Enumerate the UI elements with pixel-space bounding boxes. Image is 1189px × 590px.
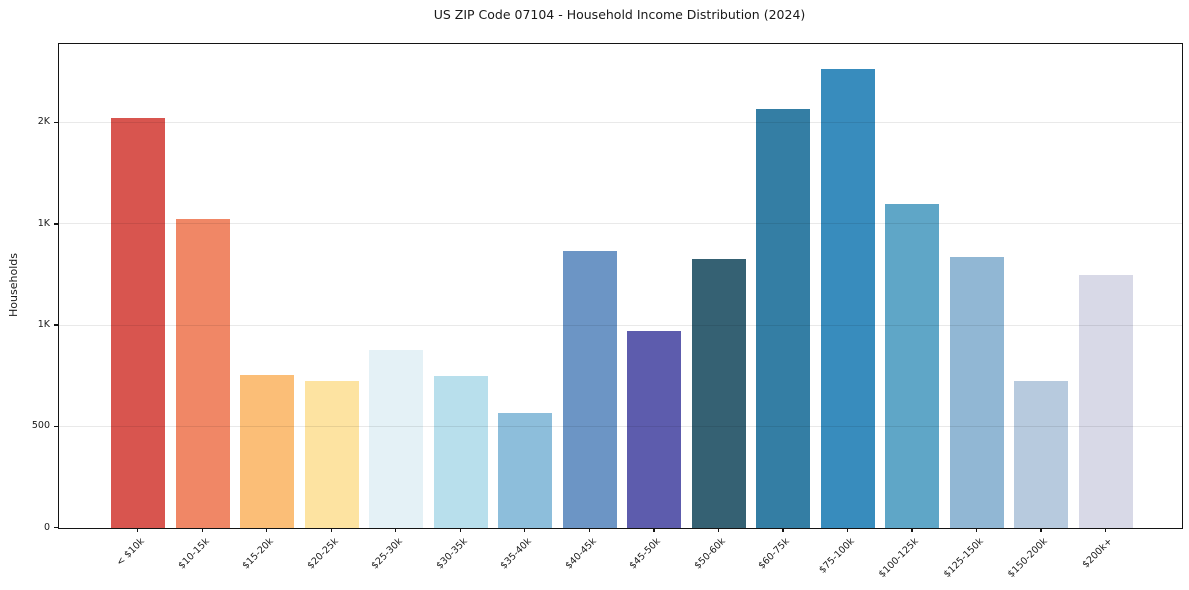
x-tick-mark xyxy=(653,528,655,532)
bar-125-150k xyxy=(949,256,1004,528)
bar-10-15k xyxy=(175,219,230,528)
bar-45-50k xyxy=(627,330,682,528)
x-tick-mark xyxy=(1040,528,1042,532)
gridline-500 xyxy=(59,425,1182,427)
x-tick-mark xyxy=(588,528,591,532)
bar-150-200k xyxy=(1014,381,1069,528)
bar-40-45k xyxy=(562,250,617,528)
x-tick-mark xyxy=(330,528,332,532)
bar-20-25k xyxy=(304,381,359,528)
y-tick-mark xyxy=(54,223,58,225)
x-tick-mark xyxy=(524,528,526,532)
x-tick-mark xyxy=(782,528,784,532)
y-tick-label: 1K xyxy=(37,217,50,229)
x-tick-mark xyxy=(717,528,720,532)
chart-title: US ZIP Code 07104 - Household Income Dis… xyxy=(433,7,806,22)
x-tick-mark xyxy=(201,528,203,532)
bar-60-75k xyxy=(756,108,811,528)
y-tick-mark xyxy=(54,324,58,326)
y-tick-label: 1K xyxy=(37,318,50,330)
bar-15-20k xyxy=(240,375,295,528)
plot-area xyxy=(58,43,1183,529)
x-tick-mark xyxy=(266,528,268,532)
bar-25-30k xyxy=(369,349,424,528)
bar-50-60k xyxy=(691,258,746,528)
y-axis-label: Households xyxy=(7,253,20,317)
gridline-2000 xyxy=(59,121,1182,123)
y-tick-mark xyxy=(54,425,58,428)
gridline-1500 xyxy=(59,223,1182,225)
x-tick-mark xyxy=(459,528,461,532)
bar-200k+ xyxy=(1079,274,1133,528)
x-tick-mark xyxy=(975,528,978,532)
y-tick-mark xyxy=(54,121,58,124)
y-tick-mark xyxy=(54,527,58,529)
y-tick-label: 500 xyxy=(31,420,50,432)
x-tick-mark xyxy=(911,528,913,532)
bar-30-35k xyxy=(433,376,488,528)
bar-75-100k xyxy=(820,69,875,528)
x-tick-mark xyxy=(846,528,849,532)
bar-35-40k xyxy=(498,412,553,528)
y-tick-label: 0 xyxy=(43,521,50,533)
x-tick-label: < $10k xyxy=(114,536,147,569)
y-tick-label: 2K xyxy=(37,116,50,128)
x-tick-mark xyxy=(1105,528,1107,532)
x-tick-mark xyxy=(395,528,397,532)
gridline-1000 xyxy=(59,324,1182,326)
x-tick-mark xyxy=(137,528,139,532)
bar-10k xyxy=(111,117,165,528)
bar-100-125k xyxy=(885,203,940,528)
